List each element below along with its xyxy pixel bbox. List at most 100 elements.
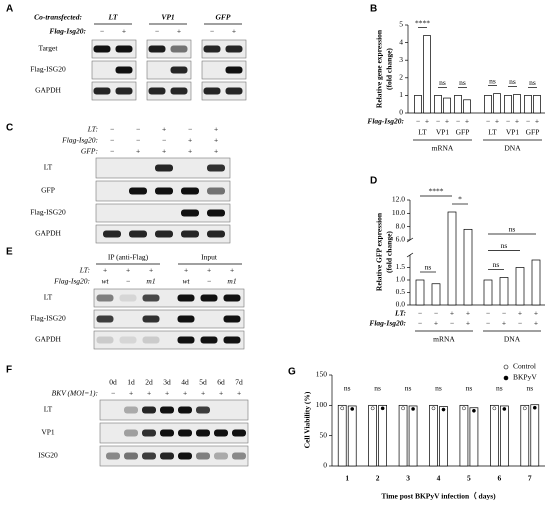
significance-label: ns xyxy=(493,260,500,269)
protein-band xyxy=(93,87,111,95)
x-tick-label: 1 xyxy=(345,474,349,483)
bar xyxy=(483,279,493,306)
replicate-dot xyxy=(380,406,385,411)
day-label: 2d xyxy=(145,378,153,387)
significance-label: ns xyxy=(439,78,446,87)
bar xyxy=(484,95,492,114)
protein-band xyxy=(170,45,188,53)
group-label: LT xyxy=(107,13,117,22)
blot-frame xyxy=(201,81,247,101)
protein-band xyxy=(160,429,174,437)
bar xyxy=(414,95,422,114)
protein-band xyxy=(119,294,137,302)
y-tick-label: 0 xyxy=(323,461,327,470)
x-tick-label: + xyxy=(535,117,539,126)
protein-band xyxy=(196,429,210,437)
day-label: 4d xyxy=(181,378,189,387)
blot-frame xyxy=(93,330,245,350)
lane-sign: + xyxy=(213,136,218,145)
x-tick-label: 6 xyxy=(497,474,501,483)
protein-band xyxy=(207,209,225,217)
lane-sign: m1 xyxy=(227,277,236,286)
group-label: VP1 xyxy=(506,128,520,137)
significance-label: ns xyxy=(435,384,442,393)
bar xyxy=(463,228,473,306)
y-tick-label: 150 xyxy=(316,370,328,379)
protein-band xyxy=(178,406,192,414)
row-label: LT: xyxy=(394,309,406,318)
lane-sign: − xyxy=(125,277,130,286)
day-label: 0d xyxy=(109,378,117,387)
significance-label: **** xyxy=(429,187,444,196)
blot-frame xyxy=(146,81,192,101)
lane-sign: − xyxy=(155,27,159,36)
lane-sign: + xyxy=(161,125,166,134)
band-label: ISG20 xyxy=(38,451,58,460)
bar xyxy=(337,404,347,467)
x-tick-label: − xyxy=(518,319,522,328)
legend-label: Control xyxy=(513,362,536,371)
row-label: BKV (MOI=1): xyxy=(52,389,98,398)
blot-frame xyxy=(95,203,231,223)
protein-band xyxy=(225,87,243,95)
x-tick-label: + xyxy=(434,319,438,328)
protein-band xyxy=(232,452,246,460)
bar xyxy=(431,283,441,306)
group-label: GFP xyxy=(456,128,470,137)
bar xyxy=(513,94,521,114)
bar xyxy=(347,405,357,467)
y-tick-label: 1.0 xyxy=(396,275,406,284)
lane-sign: + xyxy=(148,266,153,275)
protein-band xyxy=(196,406,210,414)
lane-sign: m1 xyxy=(146,277,155,286)
protein-band xyxy=(223,315,241,323)
protein-band xyxy=(181,209,199,217)
lane-sign: wt xyxy=(101,277,109,286)
group-label: LT xyxy=(488,128,497,137)
protein-band xyxy=(115,66,133,74)
lane-sign: − xyxy=(187,125,192,134)
row-label: Flag-Isg20: xyxy=(49,27,86,36)
bar xyxy=(531,259,541,306)
replicate-dot xyxy=(522,406,527,411)
lane-sign: + xyxy=(206,266,211,275)
x-tick-label: + xyxy=(534,319,538,328)
axis-break xyxy=(406,252,414,258)
significance-label: **** xyxy=(415,18,430,27)
x-tick-label: − xyxy=(502,309,506,318)
significance-label: * xyxy=(458,195,462,204)
x-tick-label: + xyxy=(534,309,538,318)
bar xyxy=(423,35,431,114)
day-label: 5d xyxy=(199,378,207,387)
replicate-dot xyxy=(462,406,466,411)
significance-label: ns xyxy=(496,384,503,393)
y-axis-label: (fold change) xyxy=(385,48,394,90)
bar xyxy=(429,404,438,467)
x-tick-label: − xyxy=(506,117,510,126)
bar xyxy=(398,404,408,467)
protein-band xyxy=(124,406,138,414)
bar xyxy=(520,404,530,467)
panel-label: D xyxy=(370,176,377,187)
x-tick-label: + xyxy=(450,309,454,318)
band-label: Flag-ISG20 xyxy=(30,208,66,217)
y-tick-label: 4 xyxy=(399,37,403,46)
protein-band xyxy=(232,429,246,437)
panel-label: E xyxy=(6,247,13,258)
protein-band xyxy=(106,452,120,460)
protein-band xyxy=(160,452,174,460)
group-label: VP1 xyxy=(436,128,450,137)
x-tick-label: + xyxy=(515,117,519,126)
lane-sign: + xyxy=(135,147,140,156)
y-axis-label: (fold change) xyxy=(385,231,394,273)
panel-label: A xyxy=(6,4,13,15)
protein-band xyxy=(203,87,221,95)
y-tick-label: 3 xyxy=(399,55,403,64)
x-tick-label: − xyxy=(450,319,454,328)
significance-label: ns xyxy=(466,384,473,393)
y-tick-label: 12.0 xyxy=(392,195,405,204)
x-tick-label: − xyxy=(526,117,530,126)
bar xyxy=(469,407,479,467)
protein-band xyxy=(96,294,114,302)
protein-band xyxy=(142,429,156,437)
